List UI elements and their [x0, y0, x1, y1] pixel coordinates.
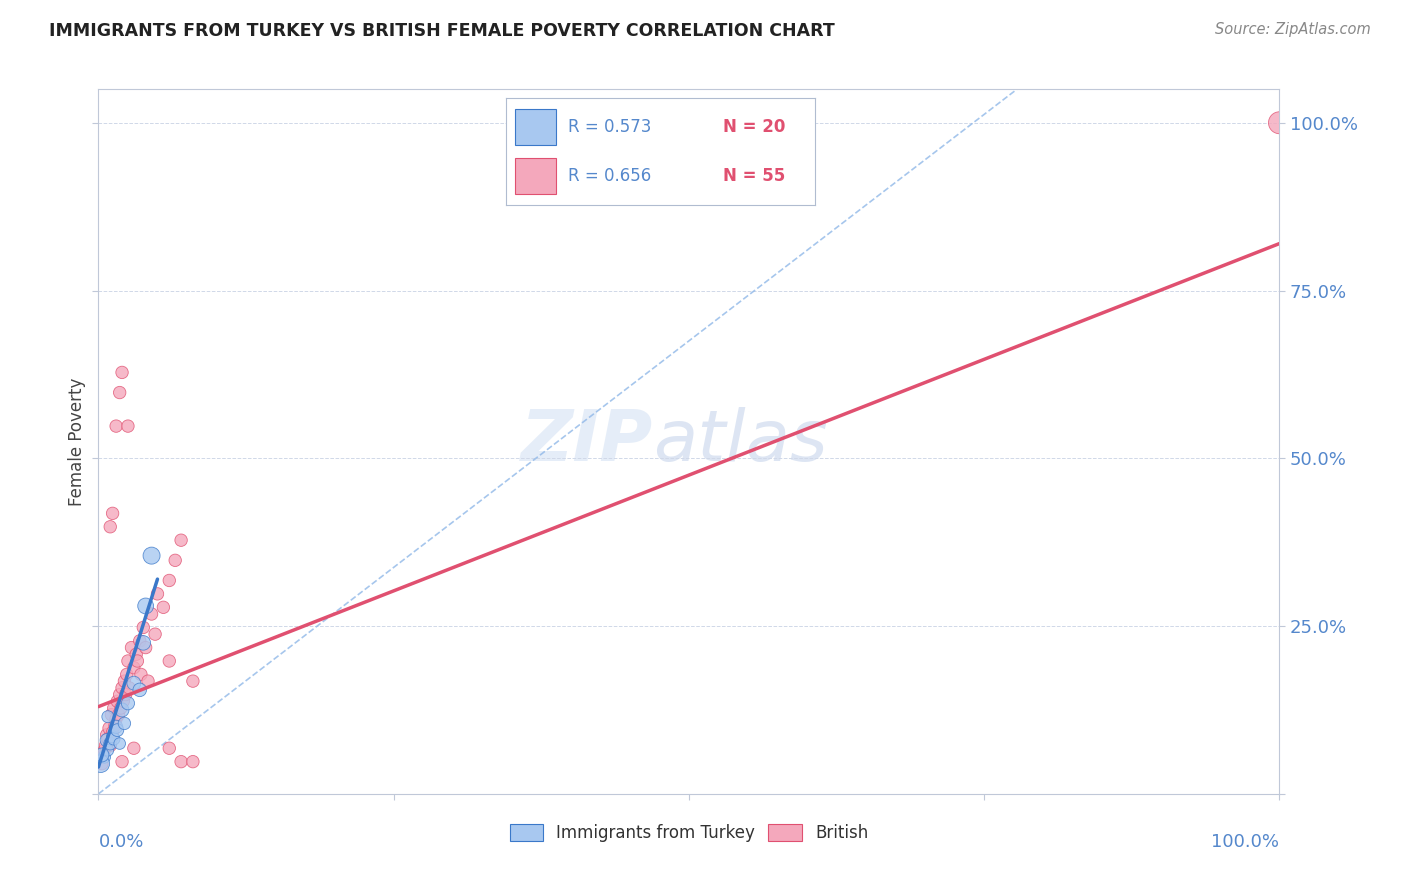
Point	[128, 633, 150, 648]
Bar	[516, 158, 555, 194]
Point	[93, 743, 115, 757]
Point	[157, 741, 180, 756]
Legend: Immigrants from Turkey, British: Immigrants from Turkey, British	[503, 817, 875, 849]
Point	[128, 682, 150, 697]
Point	[103, 731, 125, 746]
Point	[94, 739, 117, 753]
Point	[135, 640, 157, 655]
Point	[100, 707, 122, 722]
Point	[97, 709, 120, 723]
Text: 0.0%: 0.0%	[98, 832, 143, 851]
Point	[97, 731, 120, 746]
Point	[117, 419, 139, 434]
Point	[122, 661, 145, 675]
Point	[105, 419, 128, 434]
Point	[101, 725, 124, 739]
Point	[115, 667, 138, 681]
Point	[170, 533, 193, 548]
Point	[105, 723, 128, 738]
Text: N = 55: N = 55	[723, 168, 785, 186]
Point	[90, 750, 112, 764]
Point	[105, 720, 128, 734]
Text: R = 0.656: R = 0.656	[568, 168, 651, 186]
Text: ZIP: ZIP	[522, 407, 654, 476]
Point	[143, 627, 166, 641]
Point	[108, 385, 131, 400]
Point	[98, 739, 121, 753]
Point	[105, 712, 128, 726]
Point	[135, 599, 157, 613]
Point	[118, 681, 141, 695]
Point	[107, 707, 129, 722]
Point	[1268, 116, 1291, 130]
Point	[96, 728, 118, 742]
Text: atlas: atlas	[654, 407, 828, 476]
Y-axis label: Female Poverty: Female Poverty	[67, 377, 86, 506]
Point	[112, 694, 135, 708]
Point	[132, 636, 155, 650]
Point	[93, 750, 115, 764]
Point	[111, 755, 134, 769]
Point	[103, 701, 125, 715]
Text: Source: ZipAtlas.com: Source: ZipAtlas.com	[1215, 22, 1371, 37]
Point	[105, 694, 128, 708]
Point	[104, 718, 127, 732]
Point	[127, 654, 149, 668]
Point	[117, 654, 139, 668]
Point	[170, 755, 193, 769]
Text: N = 20: N = 20	[723, 118, 785, 136]
Point	[136, 674, 159, 689]
Point	[90, 756, 112, 771]
Point	[141, 607, 163, 621]
Point	[181, 674, 204, 689]
Point	[112, 674, 135, 689]
Point	[181, 755, 204, 769]
Point	[152, 600, 174, 615]
Point	[91, 747, 114, 762]
Point	[114, 688, 136, 702]
Point	[117, 696, 139, 710]
Point	[125, 648, 148, 662]
Text: 100.0%: 100.0%	[1212, 832, 1279, 851]
Point	[91, 756, 114, 771]
Point	[108, 737, 131, 751]
Point	[121, 640, 143, 655]
Point	[98, 520, 121, 534]
Point	[101, 507, 124, 521]
Point	[157, 574, 180, 588]
Point	[165, 553, 187, 567]
Point	[146, 587, 169, 601]
Point	[122, 741, 145, 756]
Point	[141, 549, 163, 563]
Point	[132, 620, 155, 634]
Point	[111, 681, 134, 695]
Point	[111, 703, 134, 717]
Point	[98, 737, 121, 751]
Point	[157, 654, 180, 668]
Point	[112, 716, 135, 731]
Text: R = 0.573: R = 0.573	[568, 118, 651, 136]
Point	[98, 721, 121, 735]
Point	[97, 743, 120, 757]
Point	[110, 701, 132, 715]
Point	[129, 667, 152, 681]
Point	[122, 676, 145, 690]
Point	[96, 733, 118, 747]
Point	[111, 366, 134, 380]
Point	[108, 688, 131, 702]
Point	[101, 730, 124, 744]
Text: IMMIGRANTS FROM TURKEY VS BRITISH FEMALE POVERTY CORRELATION CHART: IMMIGRANTS FROM TURKEY VS BRITISH FEMALE…	[49, 22, 835, 40]
Bar	[516, 109, 555, 145]
